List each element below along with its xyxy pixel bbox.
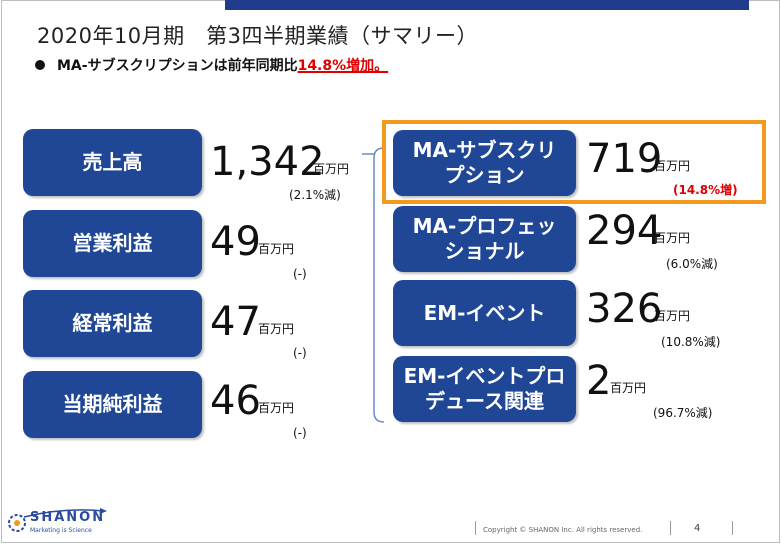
- change-em-event: (10.8%減): [661, 335, 721, 349]
- unit-em-event: 百万円: [654, 309, 691, 323]
- box-label: MA-プロフェッ ショナル: [413, 214, 557, 264]
- box-label: MA-サブスクリ プション: [413, 138, 557, 188]
- box-label-line1: MA-サブスクリ: [412, 138, 557, 162]
- unit-operating-profit: 百万円: [258, 242, 295, 256]
- unit-ordinary-profit: 百万円: [258, 322, 295, 336]
- logo-name: SHANON: [30, 510, 106, 525]
- unit-ma-professional: 百万円: [654, 231, 691, 245]
- value-ma-subscription: 719: [586, 136, 663, 182]
- shanon-logo-icon: [8, 508, 107, 532]
- box-operating-profit: 営業利益: [23, 210, 202, 277]
- box-label: 当期純利益: [62, 392, 163, 416]
- box-label-line1: EM-イベントプロ: [403, 364, 566, 388]
- unit-em-event-produce: 百万円: [610, 381, 647, 395]
- box-label-line2: ショナル: [444, 239, 525, 263]
- box-label: 営業利益: [72, 231, 153, 255]
- change-ma-professional: (6.0%減): [666, 257, 718, 271]
- change-ma-subscription: (14.8%増): [673, 183, 738, 197]
- footer-divider: [475, 521, 476, 535]
- box-label: 経常利益: [72, 311, 153, 335]
- change-operating-profit: (-): [293, 267, 307, 281]
- value-operating-profit: 49: [210, 219, 261, 265]
- unit-net-income: 百万円: [258, 401, 295, 415]
- value-em-event-produce: 2: [586, 358, 612, 404]
- box-label: 売上高: [82, 150, 143, 174]
- summary-bullet: MA-サブスクリプションは前年同期比14.8%増加。: [35, 55, 388, 75]
- box-em-event: EM-イベント: [393, 280, 576, 346]
- copyright-text: Copyright © SHANON Inc. All rights reser…: [483, 526, 643, 534]
- summary-text: MA-サブスクリプションは前年同期比: [57, 58, 298, 74]
- grouping-bracket: [362, 147, 385, 423]
- value-net-income: 46: [210, 378, 261, 424]
- slide-title: 2020年10月期 第3四半期業績（サマリー）: [37, 24, 479, 48]
- box-label-line2: プション: [444, 163, 525, 187]
- box-ordinary-profit: 経常利益: [23, 290, 202, 357]
- box-label-line2: デュース関連: [425, 389, 544, 413]
- footer-divider: [732, 521, 733, 535]
- summary-highlight: 14.8%増加。: [297, 58, 389, 74]
- box-label: EM-イベント: [423, 300, 546, 325]
- footer-divider: [670, 521, 671, 535]
- logo-tagline: Marketing is Science: [30, 527, 92, 534]
- box-net-income: 当期純利益: [23, 371, 202, 438]
- highlight-frame: [382, 120, 766, 204]
- unit-ma-subscription: 百万円: [654, 159, 691, 173]
- box-ma-professional: MA-プロフェッ ショナル: [393, 206, 576, 272]
- header-accent-bar: [225, 0, 749, 10]
- value-em-event: 326: [586, 286, 663, 332]
- change-revenue: (2.1%減): [289, 188, 341, 202]
- change-ordinary-profit: (-): [293, 346, 307, 360]
- unit-revenue: 百万円: [313, 162, 350, 176]
- box-em-event-produce: EM-イベントプロ デュース関連: [393, 356, 576, 422]
- box-label: EM-イベントプロ デュース関連: [404, 364, 566, 414]
- page-number: 4: [694, 523, 701, 534]
- change-net-income: (-): [293, 426, 307, 440]
- value-ma-professional: 294: [586, 208, 663, 254]
- box-revenue: 売上高: [23, 129, 202, 196]
- box-label-line1: MA-プロフェッ: [412, 214, 557, 238]
- change-em-event-produce: (96.7%減): [653, 406, 713, 420]
- box-ma-subscription: MA-サブスクリ プション: [393, 130, 576, 196]
- value-ordinary-profit: 47: [210, 299, 261, 345]
- value-revenue: 1,342: [210, 139, 325, 185]
- bullet-icon: [35, 60, 45, 70]
